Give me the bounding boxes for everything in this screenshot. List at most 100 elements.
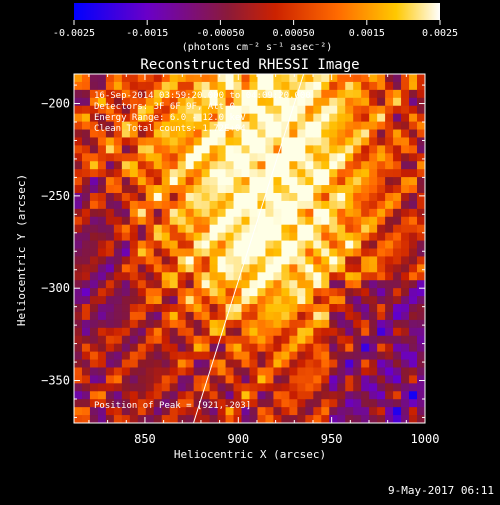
heatmap-cell	[209, 113, 219, 123]
heatmap-cell	[289, 169, 298, 178]
heatmap-cell	[145, 161, 155, 170]
heatmap-cell	[97, 97, 107, 107]
heatmap-cell	[233, 185, 243, 194]
heatmap-cell	[201, 343, 211, 353]
heatmap-cell	[81, 375, 91, 384]
heatmap-cell	[265, 153, 275, 162]
heatmap-cell	[417, 121, 425, 131]
heatmap-cell	[121, 375, 131, 384]
heatmap-cell	[81, 407, 91, 416]
heatmap-cell	[273, 304, 283, 313]
heatmap-cell	[385, 121, 394, 131]
heatmap-cell	[249, 407, 259, 416]
heatmap-cell	[161, 375, 171, 384]
heatmap-cell	[89, 351, 99, 361]
heatmap-cell	[113, 216, 123, 226]
heatmap-cell	[281, 383, 290, 392]
heatmap-cell	[185, 192, 195, 202]
heatmap-cell	[329, 399, 338, 408]
heatmap-cell	[193, 208, 203, 218]
heatmap-cell	[345, 97, 354, 107]
heatmap-cell	[273, 208, 283, 218]
heatmap-cell	[361, 240, 370, 250]
heatmap-cell	[145, 200, 155, 210]
heatmap-cell	[353, 240, 362, 250]
heatmap-cell	[74, 81, 83, 91]
heatmap-cell	[289, 74, 298, 83]
heatmap-cell	[369, 185, 378, 194]
heatmap-cell	[329, 415, 338, 423]
heatmap-cell	[321, 280, 330, 289]
heatmap-cell	[137, 232, 147, 242]
heatmap-cell	[169, 288, 179, 297]
heatmap-cell	[121, 304, 131, 313]
heatmap-cell	[177, 129, 187, 139]
heatmap-cell	[177, 391, 187, 400]
heatmap-cell	[249, 208, 259, 218]
heatmap-cell	[201, 391, 211, 400]
heatmap-cell	[337, 272, 346, 281]
heatmap-cell	[137, 343, 147, 353]
heatmap-cell	[329, 359, 338, 369]
heatmap-cell	[329, 264, 338, 273]
heatmap-cell	[369, 200, 378, 210]
heatmap-cell	[409, 129, 418, 139]
heatmap-cell	[81, 264, 91, 273]
heatmap-cell	[193, 288, 203, 297]
heatmap-cell	[89, 359, 99, 369]
heatmap-cell	[233, 327, 243, 337]
heatmap-cell	[385, 272, 394, 281]
heatmap-cell	[329, 74, 338, 83]
heatmap-cell	[81, 169, 91, 178]
heatmap-cell	[313, 327, 322, 337]
heatmap-cell	[201, 232, 211, 242]
heatmap-cell	[369, 383, 378, 392]
heatmap-cell	[89, 296, 99, 305]
heatmap-cell	[337, 391, 346, 400]
heatmap-cell	[145, 375, 155, 384]
heatmap-cell	[177, 296, 187, 305]
heatmap-cell	[257, 248, 267, 258]
heatmap-cell	[361, 153, 370, 162]
heatmap-cell	[329, 192, 338, 202]
heatmap-cell	[233, 177, 243, 186]
heatmap-cell	[265, 208, 275, 218]
heatmap-cell	[185, 113, 195, 123]
heatmap-cell	[305, 383, 314, 392]
heatmap-cell	[281, 113, 290, 123]
heatmap-cell	[361, 264, 370, 273]
heatmap-cell	[137, 272, 147, 281]
heatmap-cell	[169, 97, 179, 107]
heatmap-cell	[345, 137, 354, 146]
heatmap-cell	[74, 304, 83, 313]
heatmap-cell	[137, 240, 147, 250]
heatmap-cell	[113, 153, 123, 162]
heatmap-cell	[385, 232, 394, 242]
heatmap-cell	[145, 153, 155, 162]
heatmap-cell	[217, 304, 227, 313]
heatmap-cell	[169, 105, 179, 115]
heatmap-cell	[153, 327, 163, 337]
heatmap-cell	[185, 415, 195, 423]
heatmap-cell	[393, 359, 402, 369]
heatmap-cell	[353, 74, 362, 83]
heatmap-cell	[145, 216, 155, 226]
heatmap-cell	[137, 327, 147, 337]
heatmap-cell	[209, 216, 219, 226]
heatmap-cell	[145, 137, 155, 146]
heatmap-cell	[369, 407, 378, 416]
heatmap-cell	[393, 367, 402, 377]
heatmap-cell	[209, 232, 219, 242]
heatmap-cell	[297, 169, 306, 178]
heatmap-cell	[241, 169, 251, 178]
heatmap-cell	[353, 97, 362, 107]
heatmap-cell	[185, 407, 195, 416]
heatmap-cell	[329, 407, 338, 416]
heatmap-cell	[161, 264, 171, 273]
heatmap-cell	[289, 407, 298, 416]
heatmap-cell	[145, 129, 155, 139]
heatmap-cell	[297, 415, 306, 423]
heatmap-cell	[337, 256, 346, 265]
heatmap-cell	[377, 240, 386, 250]
